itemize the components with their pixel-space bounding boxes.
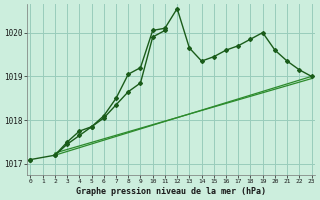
X-axis label: Graphe pression niveau de la mer (hPa): Graphe pression niveau de la mer (hPa) xyxy=(76,187,266,196)
